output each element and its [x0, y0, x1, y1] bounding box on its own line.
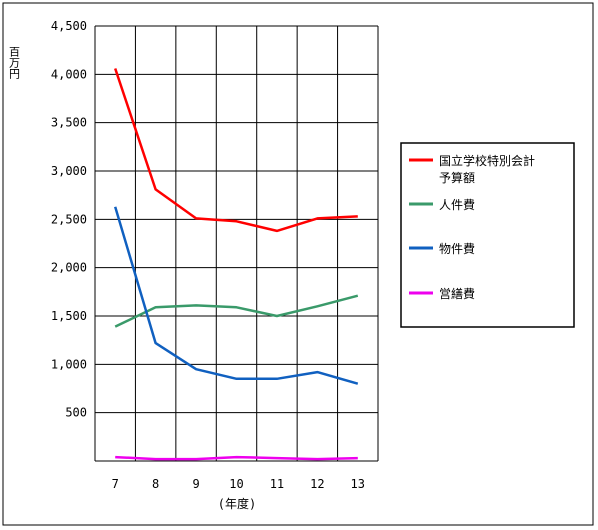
series-line-1 — [114, 68, 358, 233]
plot-background — [95, 26, 378, 461]
legend-box — [400, 142, 575, 328]
y-tick-label: 1,500 — [51, 309, 87, 323]
x-tick-label: 10 — [229, 477, 243, 491]
y-tick-label: 3,500 — [51, 116, 87, 130]
x-tick-label: 13 — [351, 477, 365, 491]
series-line-2 — [114, 294, 359, 328]
legend-label: 国立学校特別会計 — [439, 153, 535, 168]
x-tick-label: 11 — [270, 477, 284, 491]
y-tick-label: 2,000 — [51, 261, 87, 275]
y-tick-label: 4,000 — [51, 67, 87, 81]
y-axis-label: 百万円 — [8, 46, 21, 80]
series-line-4 — [115, 455, 358, 461]
y-tick-label: 500 — [65, 406, 87, 420]
y-tick-label: 3,000 — [51, 164, 87, 178]
legend-label: 営繕費 — [439, 286, 475, 301]
y-tick-label: 1,000 — [51, 357, 87, 371]
x-tick-label: 9 — [192, 477, 199, 491]
legend-label: 物件費 — [439, 241, 475, 256]
x-tick-label: 7 — [112, 477, 119, 491]
x-tick-label: 12 — [310, 477, 324, 491]
x-tick-label: 8 — [152, 477, 159, 491]
legend-label: 予算額 — [439, 170, 475, 185]
x-axis-label: (年度) — [218, 496, 256, 511]
legend-label: 人件費 — [439, 197, 475, 212]
plot-area: 500 1,000 1,500 2,000 2,500 3,000 3,500 4,000 4,… — [51, 19, 379, 491]
series-line-3 — [114, 206, 359, 385]
y-tick-label: 4,500 — [51, 19, 87, 33]
y-tick-label: 2,500 — [51, 212, 87, 226]
